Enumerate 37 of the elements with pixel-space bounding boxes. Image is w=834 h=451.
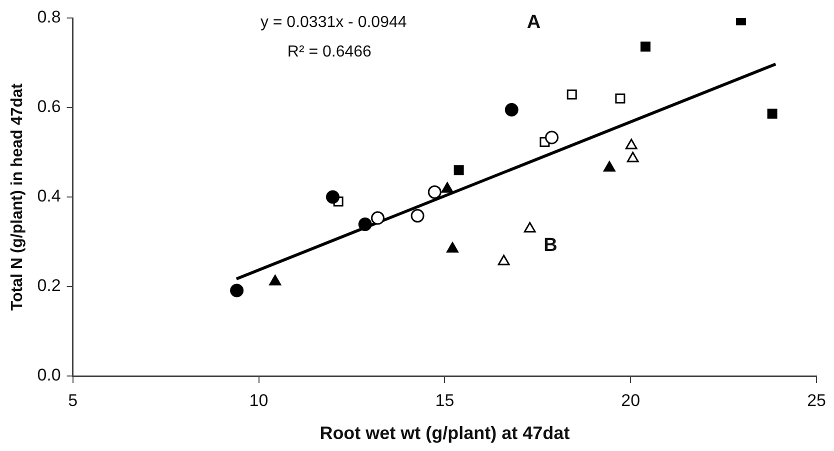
point: [767, 108, 778, 119]
point: [603, 161, 616, 172]
y-axis-title: Total N (g/plant) in head 47dat: [9, 82, 26, 311]
point: [326, 190, 340, 204]
annotation: B: [544, 235, 558, 256]
point: [498, 254, 510, 266]
point: [524, 222, 536, 233]
y-tick-label: 0.8: [37, 8, 61, 27]
point: [230, 284, 244, 298]
y-tick-label: 0.2: [37, 276, 61, 296]
point: [640, 42, 650, 52]
point: [545, 130, 559, 144]
x-tick-label: 20: [621, 390, 640, 410]
point: [626, 152, 639, 162]
x-tick-label: 5: [68, 390, 78, 410]
x-axis-title: Root wet wt (g/plant) at 47dat: [320, 423, 570, 444]
y-tick-label: 0.0: [37, 366, 61, 385]
point: [566, 90, 577, 100]
point: [410, 209, 424, 223]
point: [625, 138, 638, 150]
y-tick-label: 0.4: [37, 186, 61, 206]
point: [504, 102, 518, 116]
point: [454, 165, 464, 176]
annotation: y = 0.0331x - 0.0944: [260, 14, 407, 31]
point: [428, 185, 442, 199]
point: [358, 218, 372, 232]
x-tick-label: 10: [249, 390, 268, 410]
x-tick-label: 15: [435, 390, 454, 410]
annotation: A: [526, 12, 541, 33]
x-tick-label: 25: [807, 390, 826, 410]
point: [371, 211, 385, 225]
point: [269, 274, 282, 286]
annotation: R² = 0.6466: [287, 43, 372, 60]
point: [446, 242, 458, 253]
point: [615, 94, 626, 104]
y-tick-label: 0.6: [37, 97, 61, 116]
point: [441, 182, 454, 193]
